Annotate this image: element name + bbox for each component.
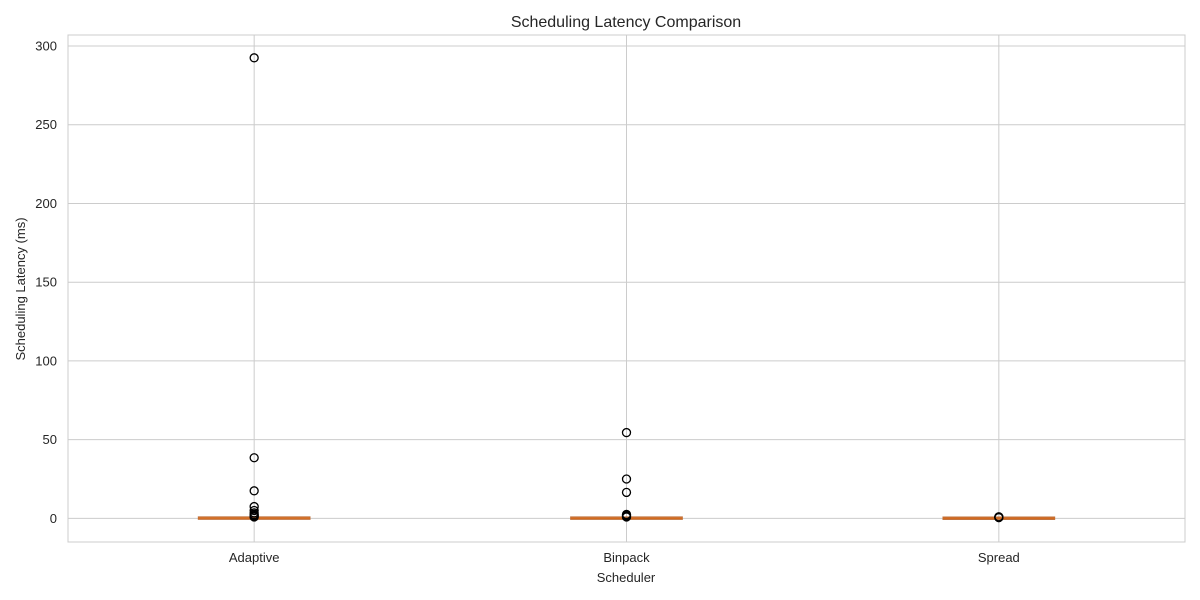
y-axis-label: Scheduling Latency (ms) [13, 217, 28, 360]
y-tick-label: 200 [35, 196, 57, 211]
outlier-point [621, 474, 632, 484]
outlier-point [621, 487, 632, 498]
y-tick-label: 0 [50, 511, 57, 526]
outlier-point [249, 486, 259, 496]
chart-title: Scheduling Latency Comparison [511, 14, 741, 31]
x-tick-label: Binpack [603, 550, 650, 565]
box-binpack [570, 427, 683, 522]
outlier-point [249, 453, 259, 463]
box-spread [942, 512, 1056, 523]
y-tick-label: 150 [35, 275, 57, 290]
x-gridlines [253, 35, 1000, 542]
x-axis-label: Scheduler [597, 570, 656, 585]
x-tick-label: Spread [978, 550, 1020, 565]
y-tick-label: 300 [35, 39, 57, 54]
x-tick-label: Adaptive [229, 550, 280, 565]
x-tick-labels: Adaptive Binpack Spread [229, 550, 1020, 565]
box-adaptive [197, 53, 311, 522]
outlier-point [249, 53, 259, 63]
y-tick-label: 50 [43, 432, 57, 447]
outlier-point [994, 512, 1004, 523]
y-tick-label: 100 [35, 353, 57, 368]
boxes-layer [197, 53, 1056, 523]
y-tick-label: 250 [35, 117, 57, 132]
outlier-point [621, 512, 632, 522]
outlier-point [249, 512, 259, 522]
plot-frame [67, 34, 1186, 543]
outlier-point [621, 427, 632, 438]
y-tick-labels: 0 50 100 150 200 250 300 [35, 39, 57, 526]
